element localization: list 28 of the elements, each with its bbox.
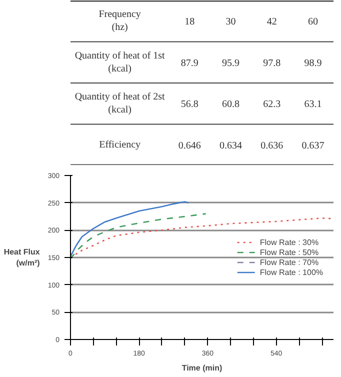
y-tick-label: Efficiency (99, 139, 141, 150)
legend-label: Flow Rate : 50% (260, 247, 319, 257)
data-label: 0.646 (178, 140, 201, 152)
legend-label: Flow Rate : 70% (260, 257, 319, 267)
line-series (70, 201, 190, 258)
x-tick-label: 18 (184, 16, 195, 28)
legend-label: Flow Rate : 30% (260, 237, 319, 247)
line-series (70, 213, 206, 260)
y-axis-title: Heat Flux (w/m²) (4, 248, 40, 268)
data-label: 63.1 (304, 99, 322, 110)
data-label: 97.8 (263, 58, 281, 69)
x-tick-label: 42 (266, 16, 277, 28)
y-tick-label: Quantity of heat of 2st (kcal) (74, 92, 166, 116)
x-axis-title: Frequency (hz) (98, 9, 141, 34)
x-tick-label: 30 (226, 16, 236, 28)
data-label: 95.9 (222, 58, 240, 69)
data-label: 0.636 (260, 140, 284, 152)
data-label: 0.634 (220, 140, 242, 152)
y-tick-label: Quantity of heat of 1st (kcal) (74, 50, 166, 74)
data-label: 56.8 (180, 99, 198, 110)
data-label: 62.3 (263, 99, 281, 110)
x-axis-title: Time (min) (182, 364, 222, 372)
data-label: 0.637 (302, 140, 324, 152)
data-label: 60.8 (222, 99, 240, 110)
legend-label: Flow Rate : 100% (260, 267, 323, 277)
data-label: 98.9 (304, 58, 322, 69)
data-label: 87.9 (180, 58, 198, 69)
x-tick-label: 60 (308, 16, 318, 28)
